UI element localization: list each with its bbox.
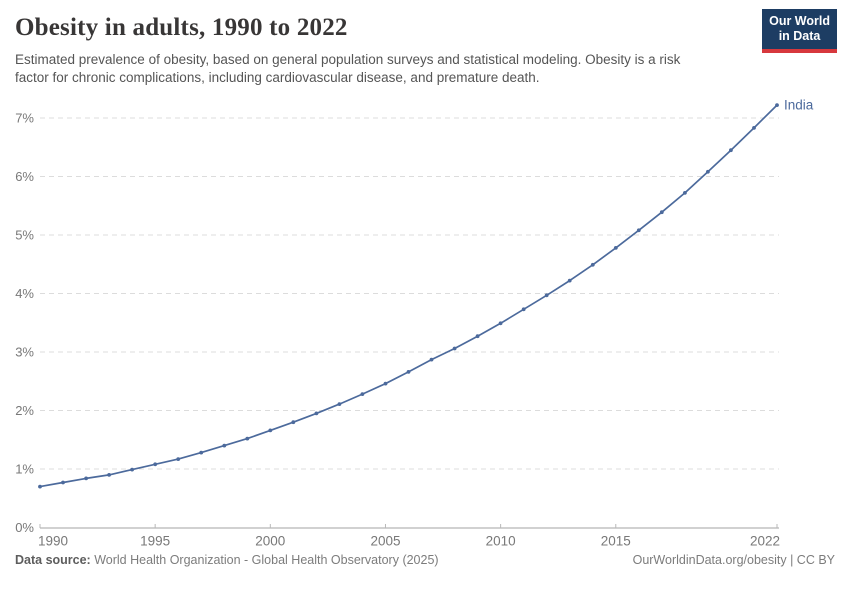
data-point (222, 443, 227, 448)
data-point (613, 246, 618, 250)
data-point (38, 484, 42, 489)
x-tick-label: 2010 (486, 534, 516, 549)
data-point (268, 428, 273, 433)
data-point (245, 436, 250, 441)
data-point (383, 381, 388, 386)
chart-header: Obesity in adults, 1990 to 2022 Our Worl… (0, 0, 850, 87)
y-tick-label: 5% (15, 228, 34, 243)
data-point (360, 392, 365, 396)
data-point (61, 480, 65, 485)
data-point (706, 169, 710, 174)
data-point (176, 457, 181, 461)
data-point (636, 228, 641, 233)
data-point (107, 473, 111, 477)
data-point (130, 467, 135, 472)
license-link[interactable]: OurWorldinData.org/obesity | CC BY (632, 553, 835, 567)
chart-subtitle: Estimated prevalence of obesity, based o… (15, 52, 681, 85)
y-tick-label: 4% (15, 286, 34, 301)
data-point (498, 321, 503, 326)
data-point (452, 346, 457, 351)
x-tick-label: 2022 (750, 534, 780, 549)
y-tick-label: 2% (15, 403, 34, 418)
data-point (314, 411, 319, 416)
x-tick-label: 1990 (38, 534, 68, 549)
series-label-india[interactable]: India (784, 98, 814, 113)
data-point (544, 293, 549, 298)
data-point (153, 462, 158, 467)
y-tick-label: 1% (15, 462, 34, 477)
trend-line (39, 104, 778, 488)
data-point (406, 370, 411, 374)
chart-footer: Data source: World Health Organization -… (0, 551, 850, 567)
x-tick-label: 2005 (370, 534, 400, 549)
data-point (475, 334, 480, 339)
data-point (429, 357, 434, 362)
x-tick-label: 2015 (601, 534, 631, 549)
data-point (567, 278, 572, 283)
data-point (683, 191, 687, 195)
data-point (337, 402, 342, 406)
data-point (775, 103, 779, 107)
y-tick-label: 6% (15, 169, 34, 184)
data-source-text: World Health Organization - Global Healt… (90, 553, 439, 567)
data-point (84, 476, 88, 481)
owid-logo[interactable]: Our World in Data (762, 9, 837, 53)
data-point (752, 126, 756, 130)
data-point (199, 450, 204, 455)
y-tick-label: 7% (15, 111, 34, 126)
line-chart-canvas[interactable]: 0% 1% 2% 3% 4% 5% 6% 7% 1990 1995 2000 2005 2010 2015… (0, 89, 850, 551)
y-tick-label: 3% (15, 345, 34, 360)
data-source-note: Data source: World Health Organization -… (15, 553, 439, 567)
y-tick-label: 0% (15, 520, 34, 535)
owid-logo-line2: in Data (778, 29, 821, 43)
data-point (729, 148, 733, 153)
data-source-label: Data source: (15, 553, 91, 567)
x-tick-label: 1995 (140, 534, 170, 549)
data-point (291, 420, 296, 425)
x-tick-label: 2000 (255, 534, 285, 549)
owid-logo-line1: Our World (769, 14, 830, 28)
data-point (521, 307, 526, 312)
data-point (590, 262, 595, 267)
data-point (659, 210, 664, 215)
page-title: Obesity in adults, 1990 to 2022 (15, 14, 348, 41)
